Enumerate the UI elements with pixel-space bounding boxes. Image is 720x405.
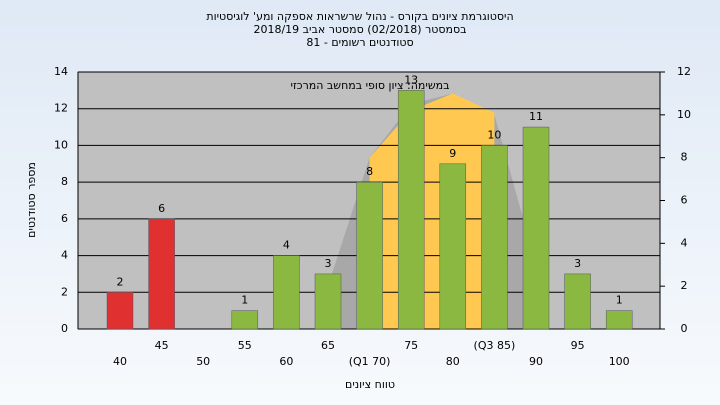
y-tick-label: 2 (61, 285, 68, 298)
value-label: 11 (529, 110, 543, 123)
value-label: 4 (283, 239, 290, 252)
chart-subtitle: בסמסטר (02/2018) סמסטר אביב 2018/19 (253, 23, 466, 36)
x-tick-label: 100 (609, 355, 630, 368)
y-axis-label: מספר סטודנטים (25, 162, 38, 238)
value-label: 3 (325, 257, 332, 270)
bar (439, 163, 467, 330)
x-tick-label: 65 (321, 339, 335, 352)
chart-title: היסטוגרמת ציונים בקורס - נהול שרשראות אס… (206, 10, 513, 23)
y-tick-label: 10 (54, 138, 68, 151)
bar (522, 126, 550, 330)
x-tick-label: (Q3 85) (474, 339, 516, 352)
y-tick-label: 14 (54, 65, 68, 78)
y2-tick-label: 6 (681, 194, 688, 207)
x-tick-label: 50 (196, 355, 210, 368)
bar (397, 90, 425, 330)
x-tick-label: 40 (113, 355, 127, 368)
value-label: 13 (404, 73, 418, 86)
value-label: 8 (366, 165, 373, 178)
y-tick-label: 8 (61, 175, 68, 188)
value-label: 9 (449, 147, 456, 160)
y-tick-label: 0 (61, 322, 68, 335)
y2-tick-label: 4 (681, 236, 688, 249)
y-tick-label: 4 (61, 249, 68, 262)
plot: 0 2 4 6 8 10 12 14 0 2 4 6 8 10 12 40 2 45 6 50 55 1 60 4 65 3 (Q1… (54, 65, 691, 368)
x-tick-label: 55 (238, 339, 252, 352)
x-tick-label: 60 (279, 355, 293, 368)
value-label: 6 (158, 202, 165, 215)
bar (314, 273, 342, 330)
x-tick-label: 95 (571, 339, 585, 352)
y2-tick-label: 0 (681, 322, 688, 335)
value-label: 1 (616, 294, 623, 307)
bar (148, 218, 175, 330)
bar (564, 273, 591, 330)
x-tick-label: 80 (446, 355, 460, 368)
bar (605, 310, 633, 330)
x-tick-label: 45 (155, 339, 169, 352)
bar (106, 292, 134, 330)
bar (481, 145, 508, 330)
y2-tick-label: 10 (677, 108, 691, 121)
x-tick-label: 75 (404, 339, 418, 352)
bar (356, 181, 383, 330)
annotation: במשימה: ציון סופי במחשב המרכזי (290, 79, 449, 92)
chart-subtitle: סטודנטים רשומים - 81 (306, 36, 413, 49)
bar (273, 255, 300, 330)
value-label: 1 (241, 294, 248, 307)
y-tick-label: 6 (61, 212, 68, 225)
x-tick-label: (Q1 70) (349, 355, 391, 368)
value-label: 2 (117, 275, 124, 288)
bar (231, 310, 259, 330)
x-tick-label: 90 (529, 355, 543, 368)
value-label: 3 (574, 257, 581, 270)
y2-tick-label: 8 (681, 151, 688, 164)
y2-tick-label: 12 (677, 65, 691, 78)
x-axis-label: טווח ציונים (345, 378, 395, 391)
y-tick-label: 12 (54, 102, 68, 115)
value-label: 10 (487, 128, 501, 141)
y2-tick-label: 2 (681, 279, 688, 292)
